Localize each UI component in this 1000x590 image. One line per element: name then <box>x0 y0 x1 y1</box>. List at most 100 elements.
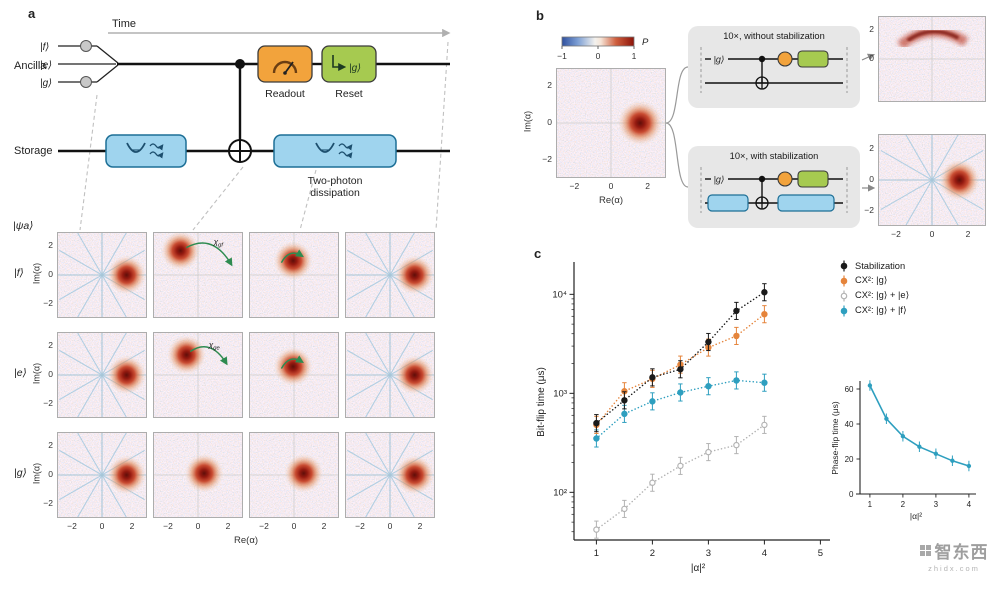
colorbar-tick: 1 <box>632 51 637 61</box>
y-tick: −2 <box>43 297 53 308</box>
y-tick: −2 <box>542 153 552 164</box>
svg-text:4: 4 <box>762 548 767 559</box>
level-f-label: |f⟩ <box>40 42 49 53</box>
readout-box <box>257 45 313 83</box>
wigner-plot-a-1-0 <box>57 332 147 418</box>
reset-box: |g⟩ <box>321 45 377 83</box>
svg-text:10⁴: 10⁴ <box>552 290 567 301</box>
legend-marker-icon <box>840 290 848 301</box>
x-tick: 2 <box>645 181 650 191</box>
wigner-plot-a-0-0 <box>57 232 147 318</box>
rotation-angle-label: χge <box>208 340 221 352</box>
watermark: 智东西 zhidx.com <box>910 538 998 573</box>
level-e-label: |e⟩ <box>40 60 52 71</box>
reset-arrow-icon <box>332 55 347 71</box>
circuit-diagram: Time Ancilla |f⟩ |e⟩ |g⟩ <box>14 18 451 231</box>
svg-text:1: 1 <box>594 548 599 559</box>
legend-item: Stabilization <box>838 258 909 273</box>
wigner-plot-a-0-2 <box>249 232 339 318</box>
cnot-target-icon <box>228 139 252 163</box>
x-tick: 0 <box>387 521 393 531</box>
x-tick: 0 <box>291 521 297 531</box>
y-tick: 2 <box>869 143 874 154</box>
svg-text:|α|²: |α|² <box>910 511 922 521</box>
wigner-plot-a-1-2 <box>249 332 339 418</box>
y-axis-label: Im(α) <box>522 110 533 133</box>
colorbar-gradient <box>561 36 635 47</box>
svg-text:Phase-flip time (μs): Phase-flip time (μs) <box>830 401 840 475</box>
x-tick: 2 <box>965 229 971 239</box>
colorbar-label: P <box>642 37 649 48</box>
dissipation-label-line1: Two-photon <box>308 175 363 187</box>
prep-node-f <box>80 40 92 52</box>
legend-item: CX²: |g⟩ + |f⟩ <box>838 303 909 318</box>
mini-circuit-without: |g⟩ <box>700 47 848 93</box>
x-tick: −2 <box>163 521 173 531</box>
x-axis-label: Re(α) <box>234 535 258 546</box>
x-tick: 0 <box>608 181 614 191</box>
svg-text:0: 0 <box>849 490 854 499</box>
x-tick: 0 <box>99 521 105 531</box>
cat-state-icon <box>126 142 164 159</box>
x-tick: 2 <box>225 521 231 531</box>
x-tick: 0 <box>195 521 201 531</box>
dissipation-box-2 <box>273 134 397 168</box>
storage-label: Storage <box>14 145 53 157</box>
y-tick: 2 <box>48 440 53 451</box>
mini-stabilization-box <box>777 194 835 212</box>
wigner-plot-a-2-0 <box>57 432 147 518</box>
row-state-label: |f⟩ <box>14 267 24 279</box>
colorbar-tick: 0 <box>596 51 601 61</box>
reset-label: Reset <box>335 88 363 100</box>
legend-marker-icon <box>840 275 848 286</box>
svg-text:Bit-flip time (μs): Bit-flip time (μs) <box>536 367 547 437</box>
x-tick: −2 <box>67 521 77 531</box>
y-tick: 2 <box>547 80 552 91</box>
y-tick: 0 <box>48 269 53 279</box>
psi-state-label: |ψa⟩ <box>13 220 34 232</box>
wigner-plot-b-left <box>556 68 666 178</box>
svg-text:10³: 10³ <box>553 389 567 400</box>
mini-readout-icon <box>777 171 793 187</box>
time-label: Time <box>112 18 136 30</box>
colorbar-tick: −1 <box>557 51 567 61</box>
ancilla-state-label: |g⟩ <box>714 55 725 65</box>
wigner-plot-a-0-3 <box>345 232 435 318</box>
panel-b-label: b <box>536 8 544 23</box>
ancilla-label: Ancilla <box>14 60 47 72</box>
svg-text:20: 20 <box>845 455 854 464</box>
y-tick: −2 <box>43 397 53 408</box>
watermark-text: 智东西 <box>934 543 989 562</box>
panel-a-label: a <box>28 6 36 21</box>
svg-text:60: 60 <box>845 385 854 394</box>
y-tick: 0 <box>48 469 53 479</box>
y-tick: 2 <box>48 340 53 351</box>
svg-text:4: 4 <box>967 500 972 509</box>
y-tick: 0 <box>547 117 552 127</box>
x-tick: 2 <box>129 521 135 531</box>
wigner-plot-a-2-2 <box>249 432 339 518</box>
x-tick: −2 <box>569 181 580 191</box>
mini-reset-icon <box>797 170 829 188</box>
svg-text:|α|²: |α|² <box>691 563 706 574</box>
legend-marker-icon <box>840 260 848 271</box>
svg-text:3: 3 <box>934 500 939 509</box>
panel-b-connectors <box>665 53 876 192</box>
chart-legend: Stabilization CX²: |g⟩ CX²: |g⟩ + |e⟩ CX²: … <box>838 258 909 318</box>
dissipation-box-1 <box>105 134 187 168</box>
x-tick: 2 <box>417 521 423 531</box>
watermark-logo-icon <box>919 545 931 556</box>
protocol-box-without-stabilization: 10×, without stabilization |g⟩ <box>688 26 860 108</box>
svg-text:1: 1 <box>868 500 873 509</box>
svg-text:5: 5 <box>818 548 823 559</box>
x-tick: 0 <box>929 229 935 239</box>
prep-node-g <box>80 76 92 88</box>
x-tick: −2 <box>355 521 365 531</box>
reset-state-label: |g⟩ <box>349 63 361 74</box>
x-axis-label: Re(α) <box>599 195 623 206</box>
readout-label: Readout <box>265 88 305 100</box>
cat-state-icon <box>315 142 353 159</box>
colorbar: −1 0 1 P <box>557 36 649 61</box>
y-tick: 0 <box>48 369 53 379</box>
wigner-plot-a-2-1 <box>153 432 243 518</box>
